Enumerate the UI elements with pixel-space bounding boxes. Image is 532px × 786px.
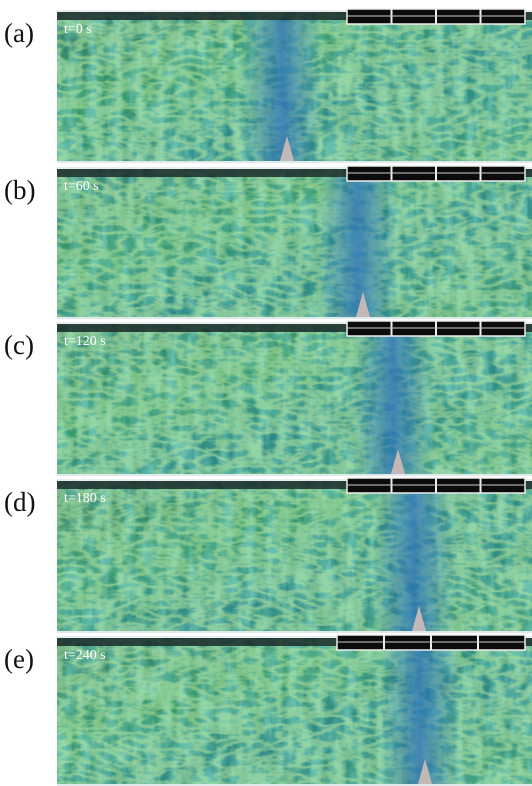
panel-label: (b) [4, 175, 35, 205]
wall-line [57, 10, 532, 12]
marker-triangle [280, 136, 294, 161]
marker-triangle [418, 759, 432, 784]
bottom-line [57, 784, 532, 786]
marker-triangle [356, 292, 370, 317]
panel: (e) t=240 s [4, 634, 532, 786]
bottom-line [57, 317, 532, 319]
blue-band [318, 177, 398, 319]
panel: (b) t=60 s [4, 165, 532, 319]
panel-label: (c) [4, 330, 34, 360]
time-label: t=60 s [64, 179, 99, 194]
top-shadow [57, 636, 532, 646]
top-shadow [57, 322, 532, 332]
time-label: t=120 s [64, 334, 106, 349]
top-shadow [57, 479, 532, 489]
blue-band [380, 646, 460, 786]
panel: (d) t=180 s [4, 477, 532, 633]
bottom-line [57, 161, 532, 163]
panel: (c) t=120 s [4, 320, 532, 476]
time-label: t=0 s [64, 22, 92, 37]
flow-texture [57, 167, 532, 319]
flow-texture [57, 636, 532, 786]
blue-band [353, 332, 433, 476]
panel: (a) t=0 s [4, 8, 532, 163]
wall-line [57, 322, 532, 324]
blue-band [374, 489, 454, 633]
blue-band [242, 20, 322, 163]
wall-line [57, 479, 532, 481]
panel-label: (e) [4, 644, 34, 674]
bottom-line [57, 631, 532, 633]
wall-line [57, 167, 532, 169]
top-shadow [57, 167, 532, 177]
time-label: t=240 s [64, 648, 106, 663]
panel-label: (a) [4, 18, 34, 48]
bottom-line [57, 474, 532, 476]
time-label: t=180 s [64, 491, 106, 506]
wall-line [57, 636, 532, 638]
marker-triangle [412, 606, 426, 631]
top-shadow [57, 10, 532, 20]
flow-texture [57, 322, 532, 476]
panel-label: (d) [4, 487, 35, 517]
flow-texture [57, 479, 532, 633]
marker-triangle [391, 449, 405, 474]
